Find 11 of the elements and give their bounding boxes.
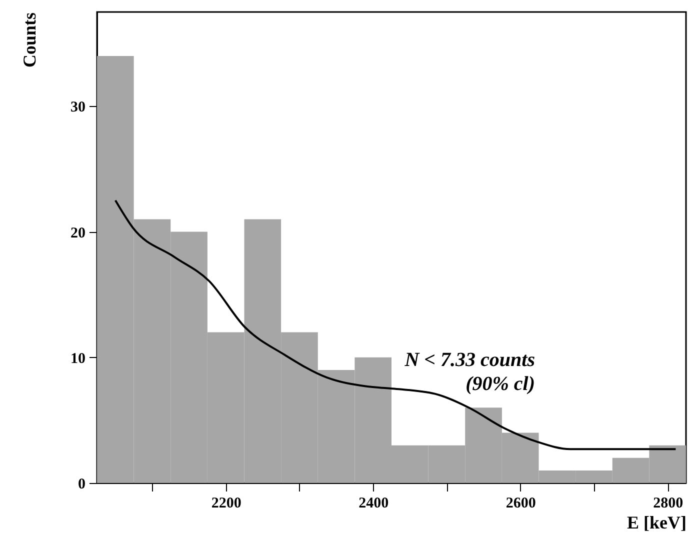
x-tick-label: 2800 [653, 496, 684, 512]
y-tick-label: 10 [70, 350, 86, 367]
x-tick-label: 2200 [211, 496, 242, 512]
annotation: N < 7.33 counts (90% cl) [404, 349, 536, 395]
x-tick-label: 2400 [358, 496, 389, 512]
y-tick-label: 0 [78, 476, 86, 492]
y-tick-label: 30 [70, 100, 86, 116]
x-tick-label: 2600 [506, 496, 536, 512]
x-axis-title: E [keV] [627, 512, 686, 532]
y-tick-label: 20 [70, 225, 86, 242]
y-axis-title: Counts [20, 12, 40, 68]
